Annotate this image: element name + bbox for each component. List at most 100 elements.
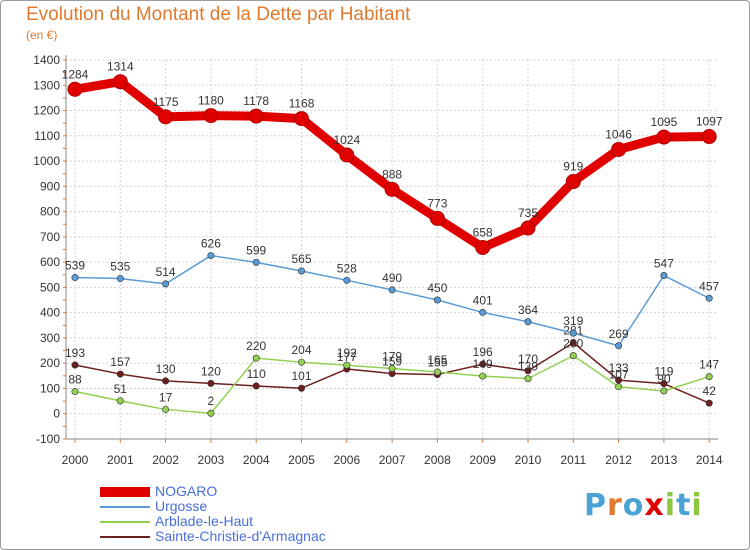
legend-label: Arblade-le-Haut xyxy=(155,513,254,529)
x-tick-label: 2013 xyxy=(651,453,678,467)
legend-swatch xyxy=(100,521,150,523)
data-point xyxy=(252,382,260,390)
data-label: 159 xyxy=(382,355,402,369)
x-tick-label: 2012 xyxy=(605,453,632,467)
data-label: 1180 xyxy=(198,94,224,108)
legend-label: NOGARO xyxy=(155,483,218,499)
data-label: 133 xyxy=(609,361,629,375)
data-label: 101 xyxy=(291,369,311,383)
data-label: 565 xyxy=(291,252,311,266)
proxiti-logo: Proxiti xyxy=(584,488,703,523)
data-label: 155 xyxy=(427,356,447,370)
data-point xyxy=(475,239,491,255)
data-label: 269 xyxy=(609,327,629,341)
data-label: 179 xyxy=(382,350,402,364)
logo-letter: P xyxy=(584,488,607,523)
data-label: 888 xyxy=(382,167,402,181)
data-label: 193 xyxy=(65,346,85,360)
data-label: 192 xyxy=(337,346,357,360)
x-tick-label: 2009 xyxy=(469,453,496,467)
data-point xyxy=(158,109,174,125)
data-label: 1175 xyxy=(153,95,179,109)
y-tick-label: 1200 xyxy=(33,104,60,118)
data-label: 42 xyxy=(703,384,717,398)
data-label: 165 xyxy=(427,353,447,367)
data-label: 547 xyxy=(654,257,674,271)
data-label: 1095 xyxy=(651,115,678,129)
data-point xyxy=(207,379,215,387)
data-label: 88 xyxy=(68,372,82,386)
data-point xyxy=(384,181,400,197)
logo-letter: x xyxy=(644,488,665,523)
x-tick-label: 2008 xyxy=(424,453,451,467)
data-label: 1097 xyxy=(696,115,723,129)
x-tick-label: 2006 xyxy=(333,453,360,467)
logo-letter: r xyxy=(607,488,623,523)
data-label: 364 xyxy=(518,303,538,317)
data-point xyxy=(252,354,260,362)
x-tick-label: 2010 xyxy=(515,453,542,467)
data-label: 170 xyxy=(518,352,538,366)
data-point xyxy=(479,308,487,316)
x-tick-label: 2001 xyxy=(107,453,134,467)
data-point xyxy=(297,384,305,392)
logo-letter: o xyxy=(622,488,645,523)
y-tick-label: 600 xyxy=(40,255,60,269)
data-label: 139 xyxy=(518,360,538,374)
data-label: 1178 xyxy=(243,94,269,108)
data-point xyxy=(656,129,672,145)
x-tick-label: 2005 xyxy=(288,453,315,467)
data-point xyxy=(162,280,170,288)
y-tick-label: 1100 xyxy=(34,129,60,143)
data-point xyxy=(67,81,83,97)
data-label: 490 xyxy=(382,271,402,285)
logo-letter: t xyxy=(676,488,692,523)
data-label: 319 xyxy=(563,314,583,328)
data-label: 17 xyxy=(159,390,173,404)
chart-subtitle: (en €) xyxy=(26,28,58,42)
data-label: 90 xyxy=(657,372,671,386)
data-point xyxy=(203,108,219,124)
chart-title: Evolution du Montant de la Dette par Hab… xyxy=(26,4,411,25)
data-label: 658 xyxy=(473,225,493,239)
data-label: 1284 xyxy=(62,67,89,81)
data-point xyxy=(660,387,668,395)
x-tick-label: 2002 xyxy=(152,453,179,467)
data-label: 107 xyxy=(609,368,629,382)
data-point xyxy=(112,74,128,90)
data-point xyxy=(433,296,441,304)
data-point xyxy=(207,252,215,260)
data-label: 120 xyxy=(201,364,221,378)
data-label: 1046 xyxy=(605,127,632,141)
y-tick-label: 900 xyxy=(40,179,60,193)
data-point xyxy=(701,129,717,145)
data-point xyxy=(343,276,351,284)
data-point xyxy=(565,174,581,190)
data-point xyxy=(116,370,124,378)
data-point xyxy=(388,365,396,373)
data-point xyxy=(297,358,305,366)
data-label: 599 xyxy=(246,243,266,257)
y-tick-label: 200 xyxy=(40,356,60,370)
data-label: 1314 xyxy=(107,60,134,74)
data-point xyxy=(615,383,623,391)
data-label: 535 xyxy=(110,260,130,274)
legend-label: Urgosse xyxy=(155,498,208,514)
data-point xyxy=(71,361,79,369)
x-tick-label: 2000 xyxy=(62,453,89,467)
data-point xyxy=(705,373,713,381)
y-tick-label: 700 xyxy=(40,230,60,244)
data-label: 735 xyxy=(518,206,538,220)
data-label: 1024 xyxy=(333,133,360,147)
data-label: 1168 xyxy=(289,97,315,111)
data-point xyxy=(248,108,264,124)
data-label: 450 xyxy=(427,281,447,295)
data-label: 2 xyxy=(208,394,215,408)
y-tick-label: 0 xyxy=(53,407,60,421)
data-point xyxy=(343,361,351,369)
logo-letter: i xyxy=(664,488,677,523)
data-label: 539 xyxy=(65,259,85,273)
data-label: 401 xyxy=(473,293,493,307)
